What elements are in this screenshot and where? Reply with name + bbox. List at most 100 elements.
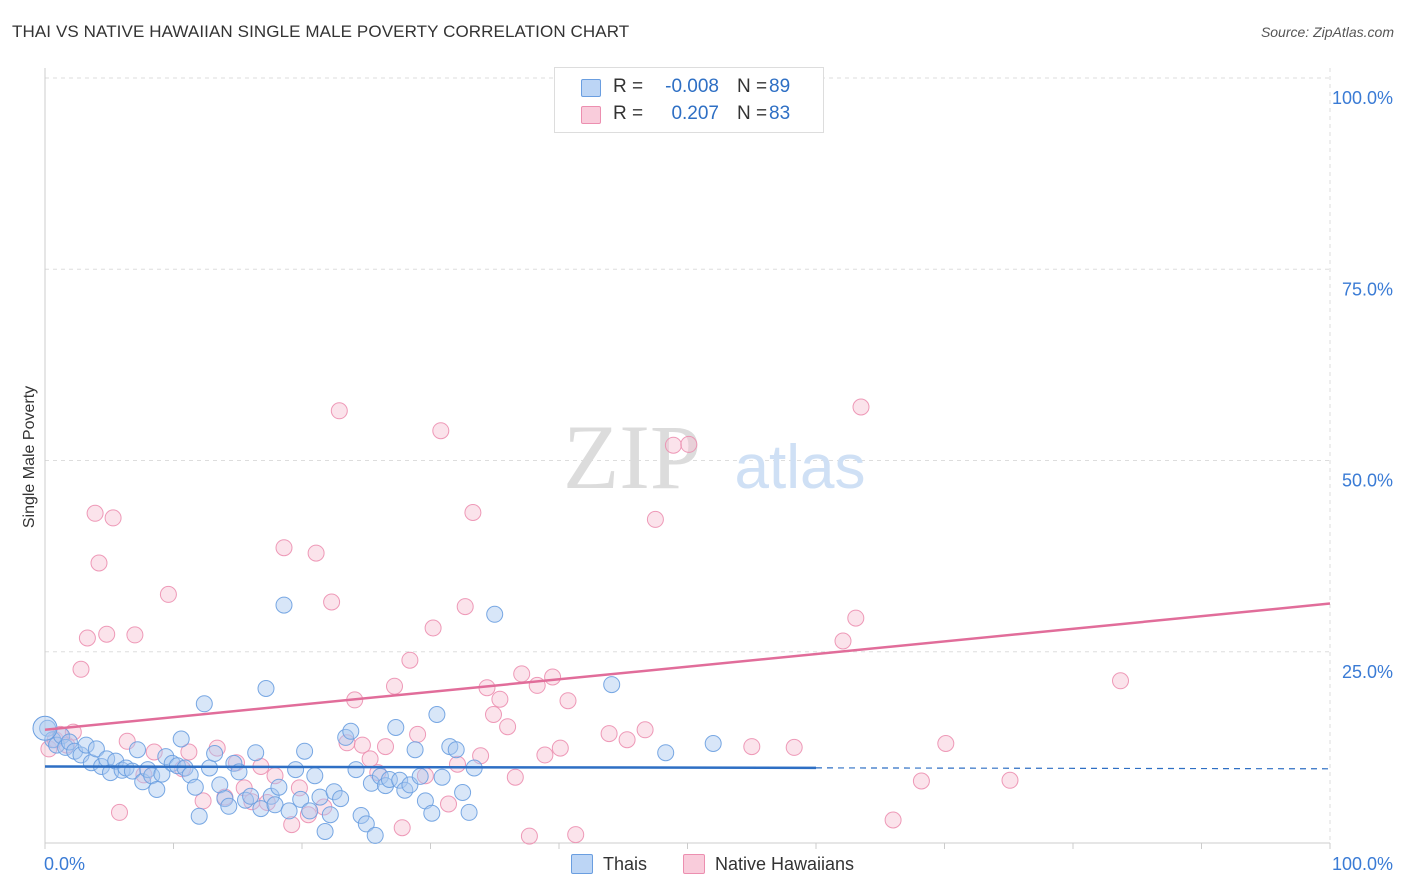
thais-point-10 (87, 740, 105, 758)
thais-point-32 (195, 695, 213, 713)
thais-point-34 (206, 745, 224, 762)
native-hawaiians-point-81 (1001, 771, 1019, 789)
thais-r-value: -0.008 (665, 76, 719, 97)
thais-point-43 (252, 800, 270, 818)
thais-point-65 (362, 774, 380, 792)
native-hawaiians-point-64 (551, 739, 569, 757)
thais-point-52 (296, 742, 314, 760)
native-hawaiians-point-57 (499, 718, 517, 736)
thais-point-75 (411, 767, 429, 785)
native-hawaiians-point-73 (743, 738, 761, 756)
thais-point-71 (391, 771, 409, 789)
native-hawaiians-swatch (581, 106, 601, 124)
native-hawaiians-point-78 (884, 811, 902, 829)
native-hawaiians-point-16 (159, 585, 177, 603)
thais-point-59 (332, 790, 350, 808)
native-hawaiians-point-71 (664, 436, 682, 454)
y-tick-label-75: 75.0% (1342, 279, 1393, 299)
native-hawaiians-point-67 (600, 725, 618, 743)
native-hawaiians-point-56 (491, 690, 509, 708)
thais-point-36 (216, 790, 234, 808)
thais-n-value: 89 (769, 76, 791, 97)
native-hawaiians-point-0 (40, 740, 58, 758)
native-hawaiians-point-80 (937, 735, 955, 752)
native-hawaiians-point-79 (912, 772, 930, 790)
thais-r-label: R = (613, 76, 644, 97)
native-hawaiians-point-45 (409, 725, 427, 743)
native-hawaiians-point-41 (377, 738, 394, 756)
native-hawaiians-point-76 (852, 398, 870, 416)
native-hawaiians-point-48 (432, 422, 450, 440)
thais-point-14 (107, 752, 125, 770)
native-hawaiians-point-49 (440, 795, 457, 813)
thais-point-78 (428, 706, 446, 723)
x-tick-label-max: 100.0% (1332, 854, 1393, 874)
native-hawaiians-point-59 (513, 665, 531, 683)
thais-point-74 (406, 741, 424, 759)
thais-point-63 (352, 807, 370, 824)
stats-row-thais: R = -0.008 N = 89 (555, 73, 823, 101)
thais-point-41 (242, 787, 260, 805)
thais-point-44 (257, 680, 275, 697)
thais-point-57 (321, 806, 339, 824)
native-hawaiians-point-70 (646, 510, 664, 528)
thais-point-66 (366, 826, 384, 844)
thais-n-label: N = (737, 76, 768, 97)
native-hawaiians-point-5 (72, 660, 90, 678)
thais-point-27 (172, 730, 190, 748)
stats-legend-box: R = -0.008 N = 89 R = 0.207 N = 83 (554, 67, 824, 133)
thais-point-42 (247, 744, 265, 762)
thais-point-46 (266, 796, 284, 814)
thais-point-51 (292, 790, 310, 808)
thais-point-67 (371, 767, 389, 785)
thais-point-86 (603, 676, 621, 694)
y-tick-labels: 25.0% 50.0% 75.0% 100.0% (1332, 88, 1393, 682)
native-hawaiians-point-6 (78, 629, 96, 647)
x-tick-label-min: 0.0% (44, 854, 85, 874)
thais-trend-line-extrapolated (815, 767, 1331, 770)
native-hawaiians-point-44 (401, 651, 419, 669)
y-tick-label-25: 25.0% (1342, 662, 1393, 682)
native-hawaiians-point-65 (559, 692, 577, 710)
thais-point-22 (148, 781, 166, 798)
thais-point-85 (486, 605, 504, 623)
thais-point-37 (220, 797, 238, 815)
thais-point-53 (301, 802, 319, 820)
legend-thais-swatch (571, 854, 593, 874)
thais-point-50 (287, 761, 305, 779)
thais-point-49 (280, 802, 298, 820)
native-hawaiians-point-50 (449, 755, 466, 773)
thais-point-88 (704, 735, 722, 752)
y-tick-label-100: 100.0% (1332, 88, 1393, 108)
native-hawaiians-trend-line (44, 602, 1331, 732)
native-hawaiians-point-52 (464, 504, 482, 521)
native-hawaiians-point-66 (567, 826, 585, 844)
native-hawaiians-point-24 (243, 793, 261, 811)
thais-point-5 (60, 733, 78, 751)
chart-title: THAI VS NATIVE HAWAIIAN SINGLE MALE POVE… (12, 22, 630, 41)
native-hawaiians-point-35 (330, 402, 348, 420)
watermark: ZIP atlas (563, 406, 865, 508)
thais-point-18 (129, 741, 146, 759)
native-hawaiians-point-60 (520, 827, 538, 845)
native-hawaiians-point-51 (456, 598, 474, 616)
thais-point-54 (306, 767, 324, 785)
native-hawaiians-r-value: 0.207 (671, 103, 719, 124)
native-hawaiians-point-58 (506, 768, 524, 786)
thais-point-61 (342, 722, 360, 740)
thais-point-30 (186, 778, 204, 796)
native-hawaiians-point-29 (283, 816, 301, 834)
thais-point-58 (325, 783, 343, 801)
legend-thais-label: Thais (603, 854, 648, 874)
native-hawaiians-point-74 (785, 738, 803, 756)
native-hawaiians-point-7 (86, 504, 104, 522)
thais-point-62 (347, 761, 365, 779)
source-credit: Source: ZipAtlas.com (1260, 24, 1394, 40)
native-hawaiians-point-38 (353, 736, 371, 754)
native-hawaiians-point-11 (111, 803, 128, 821)
native-hawaiians-point-43 (393, 819, 411, 837)
native-hawaiians-n-value: 83 (769, 103, 791, 124)
thais-point-83 (460, 803, 478, 821)
watermark-zip: ZIP (563, 406, 701, 508)
native-hawaiians-point-34 (323, 593, 341, 611)
